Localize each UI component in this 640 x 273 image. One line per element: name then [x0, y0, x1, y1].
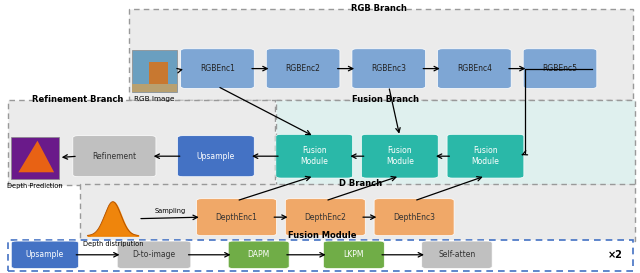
- Text: Upsample: Upsample: [196, 152, 235, 161]
- FancyBboxPatch shape: [196, 199, 276, 236]
- FancyBboxPatch shape: [438, 49, 511, 88]
- FancyBboxPatch shape: [266, 49, 340, 88]
- Text: Sampling: Sampling: [154, 208, 186, 214]
- Polygon shape: [19, 141, 54, 172]
- Text: RGBEnc5: RGBEnc5: [543, 64, 577, 73]
- FancyBboxPatch shape: [117, 241, 191, 269]
- Text: Fusion Module: Fusion Module: [288, 231, 356, 240]
- Text: Refinement: Refinement: [92, 152, 136, 161]
- FancyBboxPatch shape: [374, 199, 454, 236]
- Text: RGB Branch: RGB Branch: [351, 4, 407, 13]
- Text: ×2: ×2: [607, 250, 623, 260]
- FancyBboxPatch shape: [352, 49, 426, 88]
- Text: RGBEnc1: RGBEnc1: [200, 64, 235, 73]
- FancyBboxPatch shape: [285, 199, 365, 236]
- Bar: [132, 84, 177, 92]
- Text: DepthEnc1: DepthEnc1: [216, 213, 257, 222]
- FancyBboxPatch shape: [447, 134, 524, 178]
- FancyBboxPatch shape: [362, 134, 438, 178]
- FancyBboxPatch shape: [422, 241, 492, 269]
- Text: DepthEnc2: DepthEnc2: [305, 213, 346, 222]
- Text: RGBEnc2: RGBEnc2: [285, 64, 321, 73]
- Text: DAPM: DAPM: [248, 250, 270, 259]
- FancyBboxPatch shape: [228, 241, 289, 269]
- FancyBboxPatch shape: [276, 134, 353, 178]
- FancyBboxPatch shape: [524, 49, 597, 88]
- Text: Self-atten: Self-atten: [438, 250, 476, 259]
- Text: DepthEnc3: DepthEnc3: [393, 213, 435, 222]
- FancyBboxPatch shape: [73, 136, 156, 177]
- Text: D-to-image: D-to-image: [132, 250, 175, 259]
- FancyBboxPatch shape: [323, 241, 384, 269]
- FancyBboxPatch shape: [12, 136, 59, 179]
- FancyBboxPatch shape: [8, 240, 633, 271]
- FancyBboxPatch shape: [129, 9, 633, 100]
- Text: Fusion
Module: Fusion Module: [472, 147, 499, 166]
- Text: Fusion
Module: Fusion Module: [386, 147, 414, 166]
- FancyBboxPatch shape: [180, 49, 254, 88]
- Text: Depth distripution: Depth distripution: [83, 241, 143, 247]
- FancyBboxPatch shape: [12, 241, 79, 269]
- FancyBboxPatch shape: [177, 136, 254, 177]
- Text: D Branch: D Branch: [339, 179, 381, 188]
- Text: RGBEnc4: RGBEnc4: [457, 64, 492, 73]
- FancyBboxPatch shape: [8, 100, 275, 185]
- Text: Refinement Branch: Refinement Branch: [32, 95, 124, 104]
- Text: Depth Prediction: Depth Prediction: [7, 183, 63, 189]
- FancyBboxPatch shape: [132, 50, 177, 92]
- FancyBboxPatch shape: [80, 184, 635, 241]
- Polygon shape: [149, 62, 168, 85]
- Text: Upsample: Upsample: [26, 250, 64, 259]
- Text: LKPM: LKPM: [344, 250, 364, 259]
- Text: Fusion Branch: Fusion Branch: [352, 95, 419, 104]
- Text: RGB Image: RGB Image: [134, 96, 175, 102]
- FancyBboxPatch shape: [276, 100, 635, 185]
- Text: RGBEnc3: RGBEnc3: [371, 64, 406, 73]
- Text: Fusion
Module: Fusion Module: [300, 147, 328, 166]
